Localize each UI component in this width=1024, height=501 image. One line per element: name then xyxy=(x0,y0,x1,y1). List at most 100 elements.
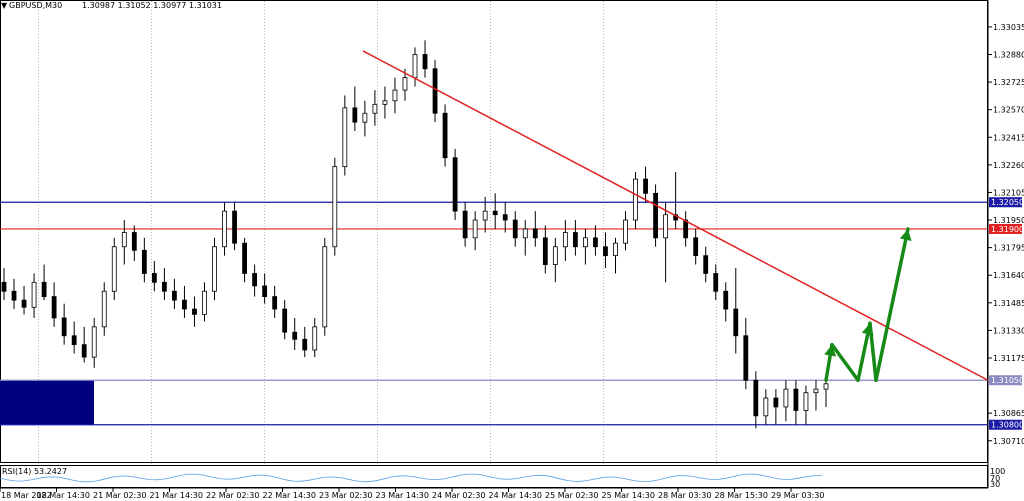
price-level-badge xyxy=(989,419,1022,430)
forecast-arrowhead-icon xyxy=(861,323,874,336)
candle-body xyxy=(813,388,819,394)
candle-body xyxy=(552,246,558,265)
candle-body xyxy=(342,107,348,168)
candle-body xyxy=(773,397,779,408)
horizontal-levels[interactable]: 1.32050 1.31900 1.31050 1.30800 xyxy=(0,197,1024,430)
forecast-arrows[interactable] xyxy=(824,227,912,382)
candle-body xyxy=(693,237,699,257)
candle-body xyxy=(101,290,107,328)
candle-body xyxy=(41,281,47,297)
price-tick-label: 1.32260 xyxy=(993,161,1024,170)
forecast-segment[interactable] xyxy=(874,227,910,382)
candle-body xyxy=(31,281,37,308)
price-tick-label: 1.32105 xyxy=(993,188,1024,197)
candle-body xyxy=(593,237,598,248)
candle-body xyxy=(412,54,418,79)
price-level-badge-label: 1.31050 xyxy=(991,376,1024,385)
price-level-badge xyxy=(989,223,1022,234)
candle-body xyxy=(202,290,207,315)
price-level-badge xyxy=(989,375,1022,386)
chart-header: ▼ GBPUSD,M30 1.30987 1.31052 1.30977 1.3… xyxy=(1,1,222,10)
price-tick-label: 1.33035 xyxy=(993,23,1024,32)
trendline[interactable] xyxy=(362,50,989,381)
candle-body xyxy=(663,214,669,239)
candle-body xyxy=(242,242,247,274)
time-tick-label: 23 Mar 02:30 xyxy=(319,491,372,500)
time-tick-label: 28 Mar 15:30 xyxy=(715,491,768,500)
price-tick-label: 1.30710 xyxy=(993,437,1024,446)
candle-body xyxy=(11,290,17,301)
candle-body xyxy=(763,397,769,417)
candle-body xyxy=(81,344,87,358)
price-tick-label: 1.32880 xyxy=(993,51,1024,60)
candle-body xyxy=(312,326,318,351)
candle-body xyxy=(172,290,177,301)
time-tick-label: 22 Mar 14:30 xyxy=(263,491,316,500)
candle-body xyxy=(71,335,77,346)
candle-body xyxy=(332,166,338,248)
candle-body xyxy=(502,214,508,221)
rsi-label: RSI(14) 53.2427 xyxy=(2,467,67,476)
candle-body xyxy=(382,100,388,105)
rsi-line xyxy=(0,473,822,483)
candle-body xyxy=(572,232,578,248)
candle-body xyxy=(713,273,719,292)
time-tick-label: 25 Mar 02:30 xyxy=(545,491,598,500)
time-tick-label: 23 Mar 14:30 xyxy=(376,491,429,500)
candle-body xyxy=(462,210,468,239)
candle-body xyxy=(121,232,127,248)
candle-body xyxy=(192,308,197,315)
candle-body xyxy=(302,338,308,351)
candle-body xyxy=(392,89,398,102)
candle-body xyxy=(111,246,117,292)
price-tick-label: 1.31950 xyxy=(993,216,1024,225)
candle-body xyxy=(372,103,378,114)
price-tick-label: 1.31175 xyxy=(993,354,1024,363)
candle-body xyxy=(583,237,588,248)
candle-body xyxy=(262,285,268,297)
rsi-pane xyxy=(0,465,988,488)
candle-body xyxy=(703,255,709,274)
candle-body xyxy=(532,228,538,239)
candle-body xyxy=(21,299,27,308)
candle-body xyxy=(793,388,799,411)
candle-body xyxy=(61,317,67,337)
candles-group xyxy=(1,40,829,429)
candle-body xyxy=(442,112,448,159)
candle-body xyxy=(653,192,658,239)
candle-body xyxy=(322,246,328,328)
price-tick-label: 1.31330 xyxy=(993,326,1024,335)
candle-body xyxy=(492,210,498,216)
time-tick-label: 24 Mar 02:30 xyxy=(432,491,485,500)
dropdown-arrow-icon[interactable]: ▼ xyxy=(1,1,8,10)
candle-body xyxy=(723,290,729,310)
vertical-grid xyxy=(38,1,717,487)
time-tick-label: 29 Mar 03:30 xyxy=(771,491,824,500)
time-tick-label: 22 Mar 02:30 xyxy=(206,491,259,500)
candle-body xyxy=(222,210,227,248)
candle-body xyxy=(252,273,258,287)
candle-body xyxy=(91,326,97,358)
price-axis: 1.33035 1.32880 1.32725 1.32570 1.32415 1.322… xyxy=(988,23,1024,446)
candle-body xyxy=(141,249,147,274)
time-tick-label: 18 Mar 14:30 xyxy=(37,491,90,500)
candle-body xyxy=(542,237,548,265)
time-tick-label: 21 Mar 02:30 xyxy=(93,491,146,500)
candle-body xyxy=(272,296,278,310)
supply-zone-box xyxy=(0,380,94,425)
price-tick-label: 1.32415 xyxy=(993,133,1024,142)
candle-body xyxy=(402,77,408,91)
candle-body xyxy=(783,388,789,408)
time-tick-label: 24 Mar 14:30 xyxy=(489,491,542,500)
candle-body xyxy=(51,296,57,319)
candle-body xyxy=(282,308,288,333)
candle-body xyxy=(182,299,187,310)
forecast-arrowhead-icon xyxy=(899,228,912,241)
price-tick-label: 1.31640 xyxy=(993,271,1024,280)
rsi-scale-low: 30 xyxy=(990,480,1000,489)
candle-body xyxy=(512,219,518,239)
rsi-scale-top: 100 xyxy=(990,467,1005,476)
forecast-segment[interactable] xyxy=(830,342,860,382)
candle-body xyxy=(292,331,298,340)
